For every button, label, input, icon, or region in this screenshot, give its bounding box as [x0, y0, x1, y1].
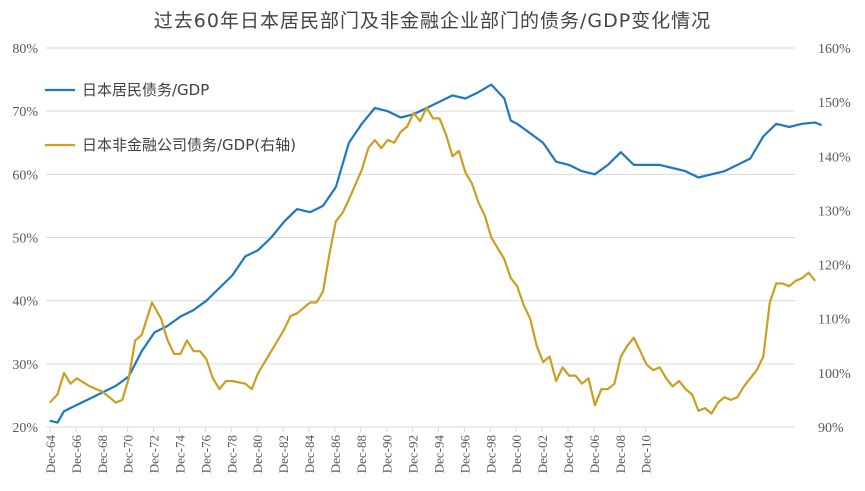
x-tick-label: Dec-94 — [432, 435, 447, 474]
y-right-tick-label: 110% — [818, 313, 850, 328]
x-tick-label: Dec-98 — [483, 435, 498, 473]
y-left-tick-label: 60% — [12, 168, 38, 183]
legend-label-0: 日本居民债务/GDP — [82, 81, 209, 99]
x-tick-label: Dec-82 — [276, 435, 291, 473]
x-tick-label: Dec-80 — [250, 435, 265, 473]
x-tick-label: Dec-84 — [302, 435, 317, 474]
x-tick-label: Dec-78 — [224, 435, 239, 473]
y-right-tick-label: 130% — [818, 204, 851, 219]
x-tick-label: Dec-92 — [406, 435, 421, 473]
x-axis: Dec-64 Dec-66 Dec-68 Dec-70 Dec-72 Dec-74 Dec-… — [43, 426, 795, 474]
x-tick-label: Dec-96 — [457, 435, 472, 474]
y-left-tick-label: 30% — [12, 358, 38, 373]
x-tick-label: Dec-72 — [147, 435, 162, 473]
y-axis-left: 20% 30% 40% 50% 60% 70% 80% — [12, 42, 38, 436]
x-tick-label: Dec-04 — [561, 435, 576, 474]
x-tick-label: Dec-88 — [354, 435, 369, 473]
x-tick-label: Dec-74 — [173, 435, 188, 474]
x-tick-label: Dec-02 — [535, 435, 550, 473]
y-left-tick-label: 40% — [12, 295, 38, 310]
y-left-tick-label: 80% — [12, 42, 38, 57]
y-left-tick-label: 50% — [12, 232, 38, 247]
y-right-tick-label: 150% — [818, 96, 851, 111]
x-tick-label: Dec-10 — [639, 435, 654, 473]
legend: 日本居民债务/GDP 日本非金融公司债务/GDP(右轴) — [45, 81, 296, 154]
corporate-debt-line — [48, 106, 816, 415]
x-tick-label: Dec-86 — [328, 435, 343, 474]
household-debt-line — [49, 83, 823, 424]
x-tick-label: Dec-90 — [380, 435, 395, 473]
x-tick-label: Dec-64 — [43, 435, 58, 474]
y-left-tick-label: 70% — [12, 105, 38, 120]
series-lines — [48, 83, 823, 424]
y-right-tick-label: 140% — [818, 150, 851, 165]
x-tick-label: Dec-68 — [95, 435, 110, 473]
y-right-tick-label: 100% — [818, 367, 851, 382]
x-tick-label: Dec-06 — [587, 435, 602, 474]
chart-title: 过去60年日本居民部门及非金融企业部门的债务/GDP变化情况 — [153, 10, 712, 32]
x-tick-label: Dec-66 — [69, 435, 84, 474]
y-right-tick-label: 90% — [818, 421, 844, 436]
x-tick-label: Dec-76 — [198, 435, 213, 474]
y-right-tick-label: 120% — [818, 259, 851, 274]
x-tick-label: Dec-70 — [121, 435, 136, 473]
legend-label-1: 日本非金融公司债务/GDP(右轴) — [82, 136, 296, 154]
x-tick-label: Dec-08 — [613, 435, 628, 473]
y-left-tick-label: 20% — [12, 421, 38, 436]
x-tick-label: Dec-00 — [509, 435, 524, 473]
y-axis-right: 90% 100% 110% 120% 130% 140% 150% 160% — [818, 42, 851, 436]
y-right-tick-label: 160% — [818, 42, 851, 57]
